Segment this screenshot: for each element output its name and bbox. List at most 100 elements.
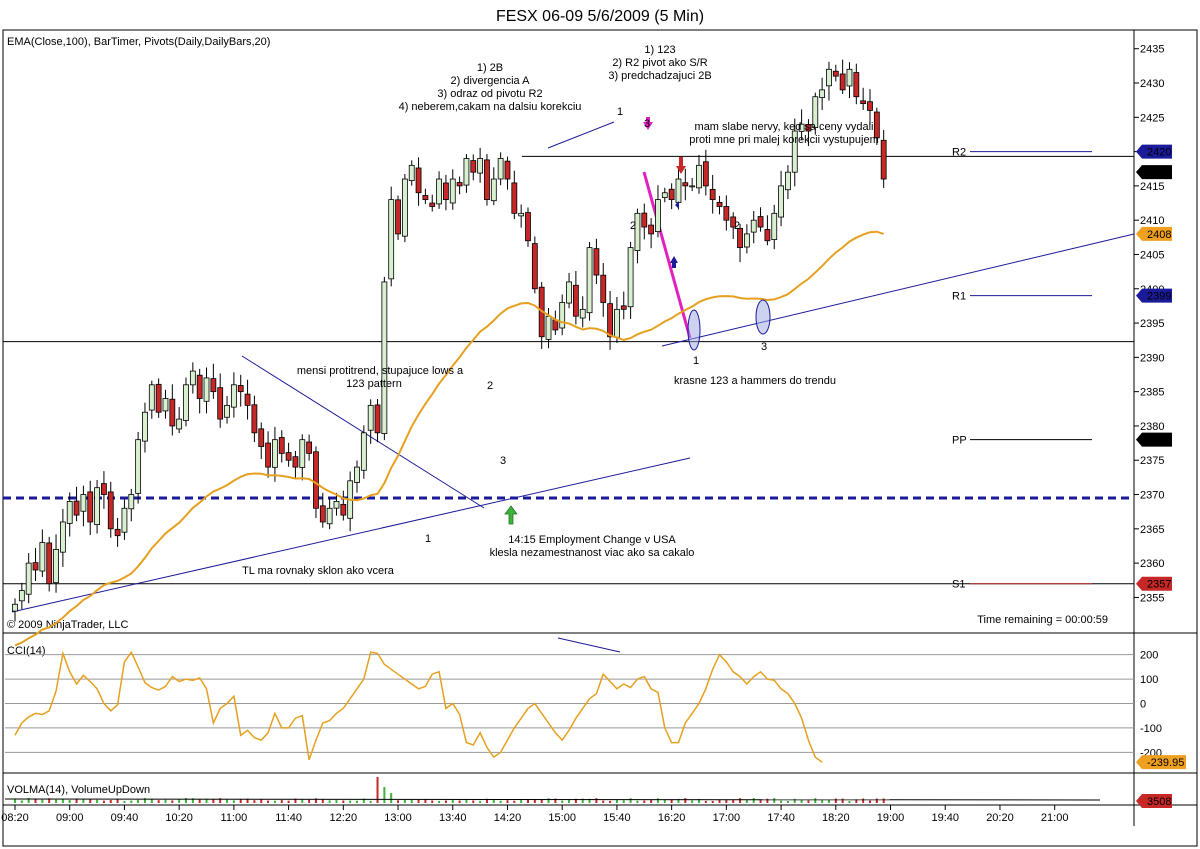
volume-bar (485, 798, 488, 803)
blue-flag-icon (675, 201, 679, 209)
price-tag-r1: 2399 (1136, 288, 1172, 303)
candle-down (525, 207, 531, 247)
volume-bar (239, 798, 242, 803)
candle-down (114, 517, 121, 547)
x-tick-label: 13:40 (439, 812, 467, 824)
volume-bar (780, 800, 783, 803)
svg-text:3) predchadzajuci 2B: 3) predchadzajuci 2B (608, 70, 711, 82)
candle-down (73, 486, 80, 522)
volume-bar (212, 799, 215, 803)
svg-text:2408: 2408 (1147, 229, 1171, 241)
blue-up-arrow-icon (670, 256, 678, 268)
volume-bar (362, 798, 365, 803)
candle-up (388, 186, 395, 287)
volume-bar (595, 798, 598, 803)
volume-bar (444, 800, 447, 803)
volume-bar (499, 800, 502, 803)
candle-up (436, 171, 442, 209)
candle-up (347, 471, 354, 532)
candle-up (360, 425, 367, 479)
volume-bar (205, 798, 208, 803)
magenta-swing-line (642, 171, 692, 339)
candle-up (798, 109, 805, 140)
candle-down (531, 236, 538, 294)
candle-down (511, 170, 518, 220)
volume-bar (773, 798, 776, 803)
volume-bar (226, 799, 229, 803)
volume-bar (143, 798, 146, 803)
candle-down (600, 262, 607, 317)
candle-down (484, 154, 490, 206)
volume-bar (527, 799, 529, 803)
volume-bar (540, 799, 543, 803)
x-tick-label: 18:20 (822, 812, 850, 824)
y-tick-label: 2415 (1140, 181, 1164, 193)
candle-up (477, 147, 484, 183)
candle-down (641, 203, 648, 240)
candle-up (381, 276, 388, 441)
candle-down (607, 290, 613, 350)
volume-bar (745, 799, 748, 803)
y-tick-label: 2355 (1140, 592, 1164, 604)
price-tag-ema: 2408 (1136, 226, 1172, 241)
candle-up (135, 431, 142, 504)
candle-down (572, 270, 579, 325)
y-tick-label: 2425 (1140, 112, 1164, 124)
volume-bar (684, 798, 687, 803)
volume-bar (301, 799, 304, 803)
candle-up (812, 92, 819, 135)
svg-text:proti mne pri malej korekcii v: proti mne pri malej korekcii vystupujem (689, 134, 879, 146)
candle-up (224, 396, 230, 424)
candle-down (832, 64, 839, 82)
volume-bar (561, 800, 564, 803)
candle-down (415, 157, 422, 206)
x-tick-label: 15:00 (548, 812, 576, 824)
candle-up (463, 154, 470, 193)
volume-bar (588, 798, 591, 803)
volume-bar (759, 800, 762, 803)
point-label: 3 (761, 341, 767, 353)
volume-bar (123, 800, 126, 803)
volume-bar (848, 800, 851, 803)
top-trendline (547, 121, 615, 149)
volume-bar (438, 800, 441, 803)
volume-bar (882, 798, 885, 803)
volume-ma-line (4, 798, 1101, 801)
candle-down (764, 215, 771, 246)
volume-bar (711, 800, 714, 803)
volume-bar (185, 798, 187, 803)
svg-text:14:15 Employment Change v USA: 14:15 Employment Change v USA (508, 534, 676, 546)
svg-text:mensi protitrend, stupajuce lo: mensi protitrend, stupajuce lows a (297, 365, 464, 377)
volume-bar (308, 799, 311, 803)
volume-bar (841, 798, 844, 803)
candle-down (422, 188, 429, 204)
candle-down (682, 168, 689, 201)
volume-bar (157, 800, 160, 803)
candle-down (737, 223, 743, 263)
y-tick-label: 2435 (1140, 44, 1164, 56)
candle-up (785, 165, 791, 199)
candle-up (846, 62, 853, 99)
volume-bar (68, 800, 71, 803)
cci-tick-label: 200 (1140, 650, 1158, 662)
volume-bar (807, 800, 810, 803)
candle-up (490, 167, 497, 206)
chart-title: FESX 06-09 5/6/2009 (5 Min) (496, 8, 704, 25)
candle-up (518, 204, 525, 228)
volume-bar (314, 798, 317, 803)
volume-bar (403, 799, 406, 803)
volume-bar (766, 798, 769, 803)
svg-text:-239.95: -239.95 (1147, 757, 1184, 769)
candle-down (374, 398, 381, 443)
candle-down (853, 63, 860, 105)
volume-bar (869, 800, 871, 803)
candle-up (18, 582, 25, 610)
volume-bar (82, 799, 85, 803)
y-tick-label: 2375 (1140, 455, 1164, 467)
candle-up (299, 434, 306, 481)
annotation-hammers: krasne 123 a hammers do trendu (674, 375, 836, 387)
svg-text:1) 2B: 1) 2B (477, 62, 503, 74)
volume-bar (253, 800, 256, 803)
magenta-down-arrow-icon (643, 117, 653, 130)
